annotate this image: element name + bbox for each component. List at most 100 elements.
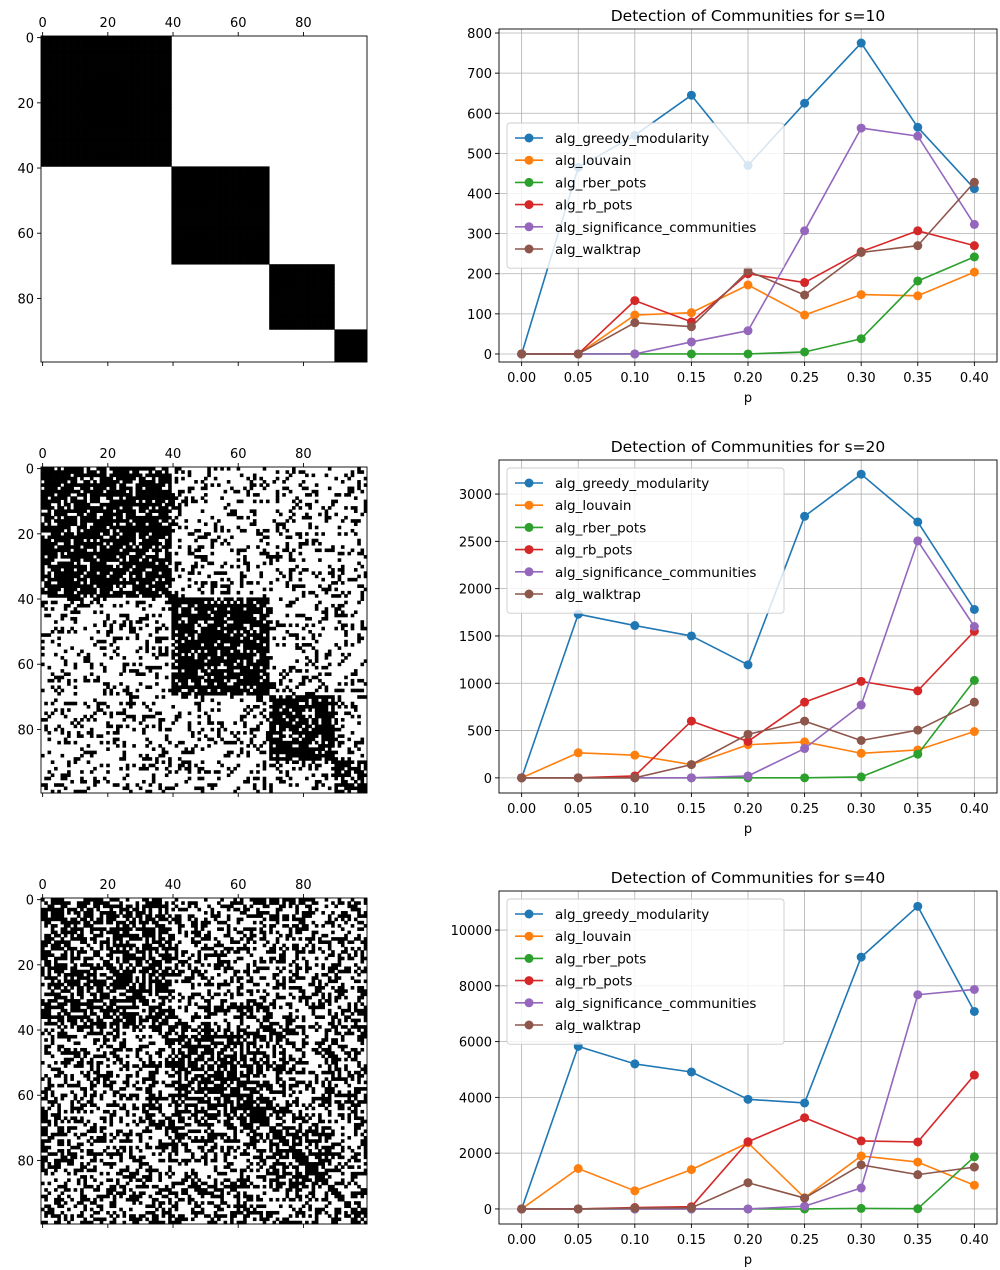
matrix-cell <box>99 153 104 157</box>
matrix-cell <box>282 306 286 311</box>
matrix-cell <box>129 117 133 122</box>
matrix-cell <box>318 296 322 301</box>
matrix-cell <box>50 127 55 131</box>
matrix-cell <box>60 545 65 549</box>
matrix-cell <box>112 94 117 99</box>
matrix-cell <box>86 678 91 683</box>
matrix-cell <box>80 597 84 602</box>
matrix-cell <box>295 293 299 298</box>
matrix-cell <box>41 646 45 650</box>
matrix-cell <box>67 101 71 105</box>
matrix-cell <box>119 581 123 585</box>
matrix-cell <box>41 81 45 86</box>
matrix-cell <box>197 192 202 197</box>
matrix-cells <box>41 467 368 794</box>
matrix-cell <box>285 535 290 540</box>
matrix-cell <box>282 313 286 317</box>
matrix-cell <box>259 260 264 265</box>
matrix-cell <box>73 506 78 510</box>
matrix-cell <box>96 140 101 144</box>
matrix-cell <box>122 467 127 471</box>
matrix-cell <box>194 221 198 226</box>
matrix-cell <box>106 613 110 618</box>
matrix-cell <box>47 84 52 89</box>
matrix-cell <box>80 512 84 517</box>
matrix-cell <box>298 499 303 504</box>
matrix-cell <box>138 532 143 536</box>
matrix-cell <box>96 467 101 471</box>
matrix-cell <box>285 287 290 291</box>
matrix-cell <box>109 499 114 504</box>
matrix-cell <box>269 270 273 275</box>
matrix-cell <box>99 740 104 745</box>
matrix-cell <box>89 45 94 50</box>
matrix-cell <box>327 277 332 281</box>
matrix-cell <box>151 114 156 118</box>
matrix-cell <box>151 52 156 56</box>
matrix-cell <box>83 568 87 572</box>
matrix-cell <box>220 221 224 226</box>
matrix-cell <box>138 555 143 559</box>
matrix-cell <box>174 202 179 206</box>
matrix-cell <box>155 515 159 520</box>
matrix-cell <box>83 548 87 553</box>
matrix-cell <box>158 55 162 60</box>
matrix-cell <box>129 532 133 536</box>
matrix-cell <box>93 718 97 722</box>
matrix-cell <box>50 91 55 96</box>
matrix-cell <box>125 58 130 63</box>
matrix-cell <box>262 166 267 171</box>
matrix-cell <box>41 545 45 549</box>
matrix-cell <box>243 234 247 239</box>
matrix-cell <box>119 94 123 99</box>
matrix-cell <box>282 273 286 278</box>
matrix-cell <box>106 39 110 43</box>
matrix-cell <box>350 548 355 553</box>
matrix-cell <box>158 84 162 89</box>
matrix-cell <box>324 270 329 275</box>
matrix-cell <box>80 71 84 76</box>
matrix-cell <box>119 130 123 135</box>
matrix-cell <box>122 613 127 618</box>
matrix-cell <box>109 101 114 105</box>
matrix-cell <box>89 153 94 157</box>
matrix-cell <box>67 110 71 115</box>
matrix-cell <box>115 646 120 650</box>
matrix-cell <box>83 137 87 141</box>
matrix-cell <box>184 238 189 242</box>
matrix-cell <box>288 267 293 272</box>
matrix-cell <box>360 489 365 494</box>
matrix-cell <box>47 613 52 618</box>
matrix-cell <box>112 52 117 56</box>
matrix-cell <box>67 555 71 559</box>
x-tick-label: 0.25 <box>790 371 819 386</box>
matrix-cell <box>99 120 104 125</box>
matrix-cell <box>89 525 94 530</box>
matrix-cell <box>164 58 169 63</box>
matrix-cell <box>129 114 133 118</box>
matrix-cell <box>83 528 87 533</box>
matrix-cell <box>145 163 149 167</box>
matrix-cell <box>360 329 365 334</box>
matrix-cell <box>265 257 270 262</box>
matrix-cell <box>60 489 65 494</box>
matrix-cell <box>80 52 84 56</box>
matrix-cell <box>194 238 198 242</box>
matrix-cell <box>119 528 123 533</box>
matrix-cell <box>119 140 123 144</box>
matrix-cell <box>174 169 179 174</box>
matrix-cell <box>155 84 159 89</box>
matrix-cell <box>138 133 143 138</box>
matrix-cell <box>122 656 127 660</box>
matrix-cell <box>288 515 293 520</box>
matrix-cell <box>86 489 91 494</box>
matrix-cell <box>99 662 104 667</box>
matrix-cell <box>292 512 296 517</box>
matrix-cell <box>194 215 198 219</box>
matrix-cell <box>93 512 97 517</box>
matrix-cell <box>262 218 267 223</box>
matrix-cell <box>145 548 149 553</box>
matrix-cell <box>41 39 45 43</box>
matrix-cell <box>265 199 270 203</box>
matrix-cell <box>112 117 117 122</box>
